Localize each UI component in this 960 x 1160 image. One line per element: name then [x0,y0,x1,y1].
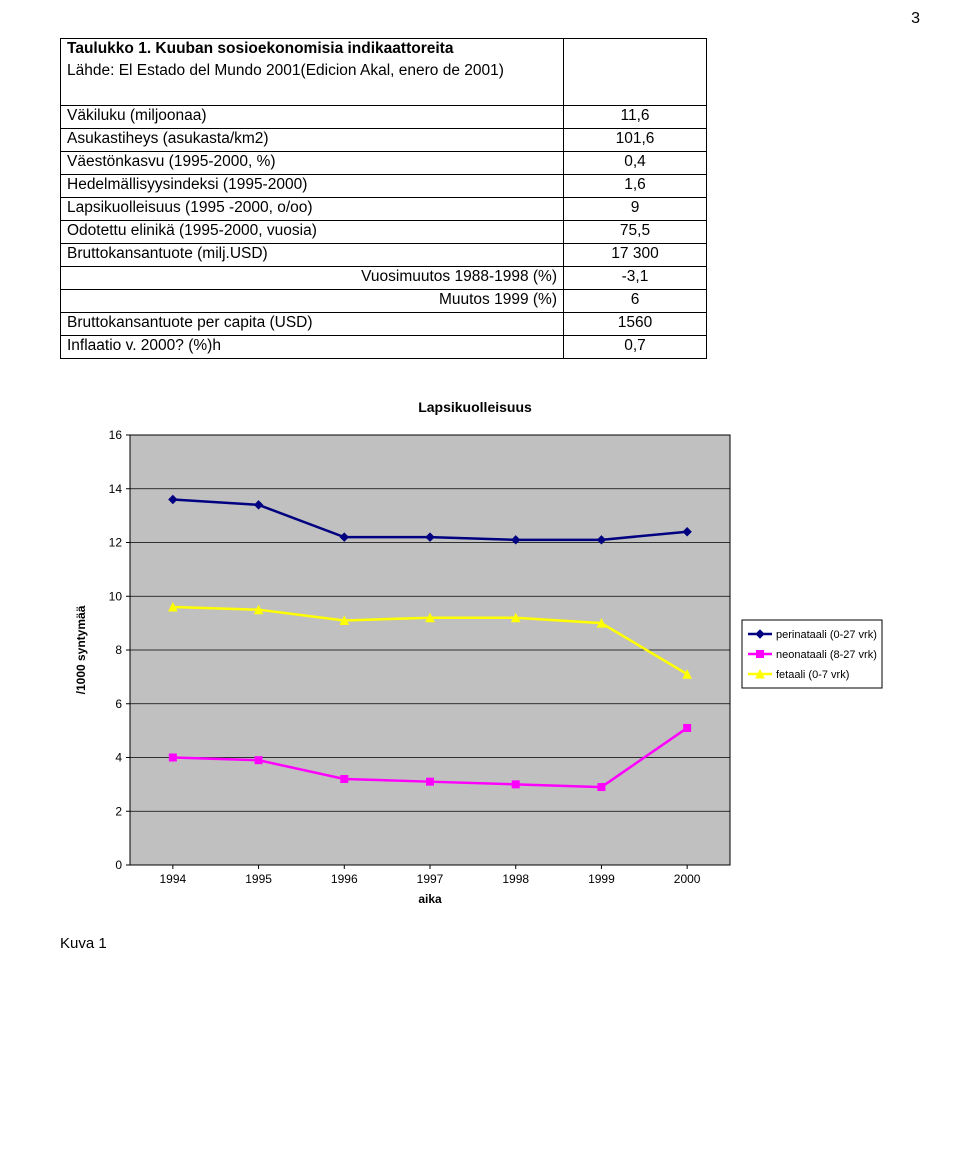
table-row-label: Hedelmällisyysindeksi (1995-2000) [61,175,564,198]
svg-text:fetaali (0-7 vrk): fetaali (0-7 vrk) [776,669,849,681]
figure-label: Kuva 1 [60,935,920,952]
table-row-label: Väkiluku (miljoonaa) [61,106,564,129]
table-row-value: -3,1 [564,267,707,290]
table-row-value: 1560 [564,313,707,336]
socioeconomic-table: Taulukko 1. Kuuban sosioekonomisia indik… [60,38,707,359]
table-row-label: Bruttokansantuote (milj.USD) [61,244,564,267]
table-row-label: Asukastiheys (asukasta/km2) [61,129,564,152]
table-row-value: 75,5 [564,221,707,244]
svg-text:6: 6 [115,697,122,711]
mortality-chart: 0 2 4 6 8 10 12 14 16 1994 1995 1996 1997 1998 1999 200… [60,415,890,915]
table-row-value: 101,6 [564,129,707,152]
table-row-label: Lapsikuolleisuus (1995 -2000, o/oo) [61,198,564,221]
table-row-label: Muutos 1999 (%) [61,290,564,313]
svg-text:perinataali (0-27 vrk): perinataali (0-27 vrk) [776,629,877,641]
svg-text:0: 0 [115,858,122,872]
svg-text:2: 2 [115,804,122,818]
svg-text:neonataali (8-27 vrk): neonataali (8-27 vrk) [776,649,877,661]
table-row-value: 0,4 [564,152,707,175]
svg-text:1995: 1995 [245,872,272,886]
svg-text:12: 12 [109,536,123,550]
svg-text:1994: 1994 [160,872,187,886]
table-row-value: 17 300 [564,244,707,267]
table-source: Lähde: El Estado del Mundo 2001(Edicion … [67,62,504,79]
table-row-label: Väestönkasvu (1995-2000, %) [61,152,564,175]
table-row-value: 1,6 [564,175,707,198]
table-caption: Taulukko 1. Kuuban sosioekonomisia indik… [67,40,453,57]
svg-text:2000: 2000 [674,872,701,886]
table-row-label: Odotettu elinikä (1995-2000, vuosia) [61,221,564,244]
table-row-value: 11,6 [564,106,707,129]
page-number: 3 [911,10,920,28]
svg-text:1996: 1996 [331,872,358,886]
chart-title: Lapsikuolleisuus [60,399,890,415]
table-row-value: 9 [564,198,707,221]
table-row-label: Inflaatio v. 2000? (%)h [61,336,564,359]
svg-text:aika: aika [418,892,442,906]
svg-text:1999: 1999 [588,872,615,886]
svg-text:1998: 1998 [502,872,529,886]
svg-text:8: 8 [115,643,122,657]
table-row-label: Vuosimuutos 1988-1998 (%) [61,267,564,290]
table-row-value: 0,7 [564,336,707,359]
svg-text:4: 4 [115,751,122,765]
svg-text:1997: 1997 [417,872,444,886]
table-row-value: 6 [564,290,707,313]
svg-text:/1000 syntymää: /1000 syntymää [74,605,88,694]
svg-text:10: 10 [109,589,123,603]
svg-text:14: 14 [109,482,123,496]
svg-text:16: 16 [109,428,123,442]
table-row-label: Bruttokansantuote per capita (USD) [61,313,564,336]
